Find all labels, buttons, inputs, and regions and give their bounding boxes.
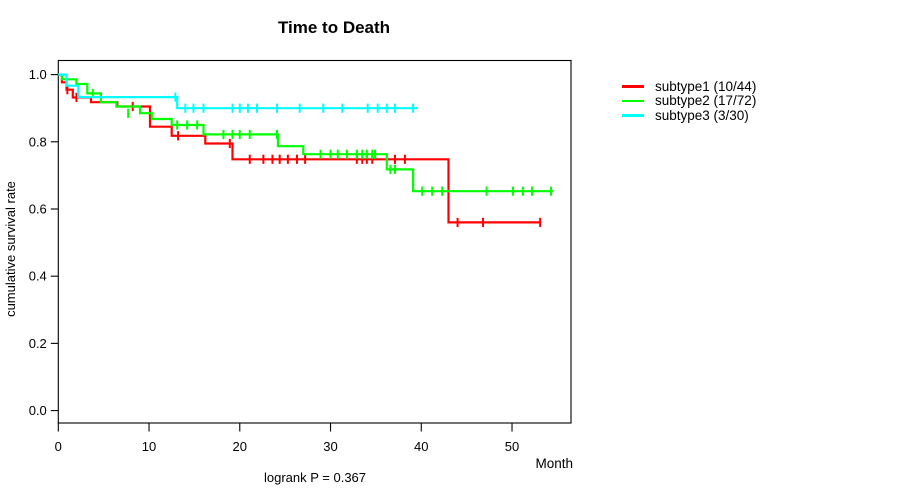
series-subtype2 [58,73,553,196]
y-tick-label: 0.4 [29,269,47,284]
chart-title: Time to Death [277,18,391,37]
legend-line-swatch-subtype2 [622,99,644,103]
legend-item-subtype3: subtype3 (3/30) [622,108,756,123]
y-tick-label: 0.6 [29,201,47,216]
logrank-annotation: logrank P = 0.367 [263,470,367,485]
y-tick-label: 1.0 [29,67,47,82]
y-tick-label: 0.2 [29,336,47,351]
y-axis: 0.0 0.2 0.4 0.6 0.8 1.0 [29,67,59,418]
survival-curve-subtype3 [58,73,418,110]
legend-label-subtype1: subtype1 (10/44) [655,78,757,94]
legend-line-swatch-subtype3 [622,114,644,117]
x-tick-label: 20 [233,439,247,454]
y-tick-label: 0.8 [29,134,47,149]
series-subtype3 [58,73,418,113]
y-tick-label: 0.0 [29,403,47,418]
x-tick-label: 50 [505,439,519,454]
legend-label-subtype3: subtype3 (3/30) [655,107,749,123]
x-tick-label: 10 [142,439,156,454]
x-tick-label: 0 [55,439,62,454]
legend: subtype1 (10/44) subtype2 (17/72) subtype3… [622,79,756,123]
x-axis: 0 10 20 30 40 50 [55,423,519,454]
legend-label-subtype2: subtype2 (17/72) [655,93,757,109]
legend-item-subtype2: subtype2 (17/72) [622,93,757,109]
x-axis-title: Month [535,456,573,471]
plot-box [57,59,572,424]
legend-item-subtype1: subtype1 (10/44) [622,79,756,94]
legend-line-swatch-subtype1 [622,85,644,88]
survival-curve-subtype2 [58,73,553,193]
y-axis-title: cumulative survival rate [3,181,18,317]
x-tick-label: 40 [414,439,428,454]
x-tick-label: 30 [323,439,337,454]
